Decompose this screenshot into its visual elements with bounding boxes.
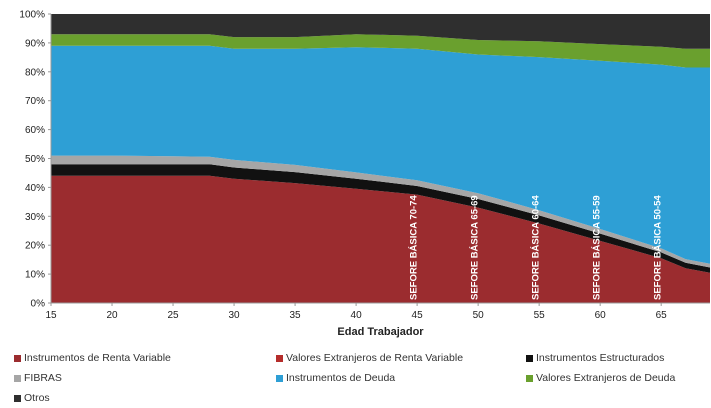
x-tick-label: 35 — [290, 310, 302, 321]
legend-row-1: Instrumentos de Renta Variable Valores E… — [14, 348, 704, 368]
legend-item-fibras: FIBRAS — [14, 372, 276, 384]
x-tick-label: 50 — [473, 310, 485, 321]
annotation-label: SEFORE BÁSICA 55-59 — [592, 195, 603, 300]
legend-item-deuda: Instrumentos de Deuda — [276, 372, 526, 384]
legend-swatch — [276, 374, 283, 382]
legend-label: Valores Extranjeros de Renta Variable — [286, 352, 464, 364]
x-axis-title: Edad Trabajador — [337, 326, 424, 338]
legend-swatch — [276, 354, 283, 362]
y-tick-label: 30% — [25, 212, 45, 223]
legend-swatch — [14, 354, 21, 362]
legend-item-estructurados: Instrumentos Estructurados — [526, 352, 664, 364]
y-tick-label: 70% — [25, 96, 45, 107]
y-tick-label: 50% — [25, 154, 45, 165]
x-tick-labels: 15 20 25 30 35 40 45 50 55 60 65 — [45, 303, 667, 321]
legend-item-extranjeros-renta-variable: Valores Extranjeros de Renta Variable — [276, 352, 526, 364]
legend-label: Valores Extranjeros de Deuda — [536, 372, 676, 384]
annotation-group: SEFORE BÁSICA 70-74 SEFORE BÁSICA 65-69 SE… — [409, 195, 664, 300]
x-tick-label: 15 — [45, 310, 57, 321]
area-otros — [51, 14, 710, 49]
legend-label: FIBRAS — [24, 372, 62, 384]
x-tick-label: 20 — [106, 310, 118, 321]
x-tick-label: 60 — [595, 310, 607, 321]
x-tick-label: 30 — [228, 310, 240, 321]
legend-label: Otros — [24, 392, 50, 404]
area-instrumentos-estructurados — [51, 164, 710, 273]
y-tick-label: 40% — [25, 183, 45, 194]
area-instrumentos-de-renta-variable — [51, 175, 710, 303]
x-tick-label: 25 — [167, 310, 179, 321]
x-tick-label: 45 — [412, 310, 424, 321]
legend-swatch — [526, 374, 533, 382]
legend-row-2: FIBRAS Instrumentos de Deuda Valores Ext… — [14, 368, 704, 388]
y-tick-label: 0% — [31, 299, 46, 310]
x-tick-label: 40 — [351, 310, 363, 321]
annotation-label: SEFORE BÁSICA 60-64 — [531, 195, 542, 300]
y-tick-label: 80% — [25, 67, 45, 78]
legend-label: Instrumentos Estructurados — [536, 352, 665, 364]
y-tick-label: 20% — [25, 241, 45, 252]
y-tick-labels: 0% 10% 20% 30% 40% 50% 60% 70% 80% 90% 100% — [19, 10, 51, 310]
y-tick-label: 10% — [25, 270, 45, 281]
legend-label: Instrumentos de Deuda — [286, 372, 396, 384]
legend-swatch — [526, 354, 533, 362]
legend-item-extranjeros-deuda: Valores Extranjeros de Deuda — [526, 372, 675, 384]
legend-swatch — [14, 374, 21, 382]
area-instrumentos-de-deuda — [51, 45, 710, 264]
y-tick-label: 60% — [25, 125, 45, 136]
y-tick-label: 90% — [25, 38, 45, 49]
legend-label: Instrumentos de Renta Variable — [24, 352, 171, 364]
legend-row-3: Otros — [14, 388, 704, 408]
annotation-label: SEFORE BÁSICA 65-69 — [470, 195, 481, 300]
legend-item-otros: Otros — [14, 392, 50, 404]
area-valores-extranjeros-de-deuda — [51, 34, 710, 68]
y-tick-label: 100% — [19, 10, 45, 21]
chart-legend: Instrumentos de Renta Variable Valores E… — [14, 348, 704, 408]
area-series-group — [51, 14, 710, 303]
x-tick-label: 65 — [656, 310, 668, 321]
annotation-label: SEFORE BÁSICA 70-74 — [409, 195, 420, 300]
legend-swatch — [14, 394, 21, 402]
annotation-label: SEFORE BÁSICA 50-54 — [653, 195, 664, 300]
x-tick-label: 55 — [534, 310, 546, 321]
legend-item-renta-variable: Instrumentos de Renta Variable — [14, 352, 276, 364]
area-fibras — [51, 155, 710, 268]
